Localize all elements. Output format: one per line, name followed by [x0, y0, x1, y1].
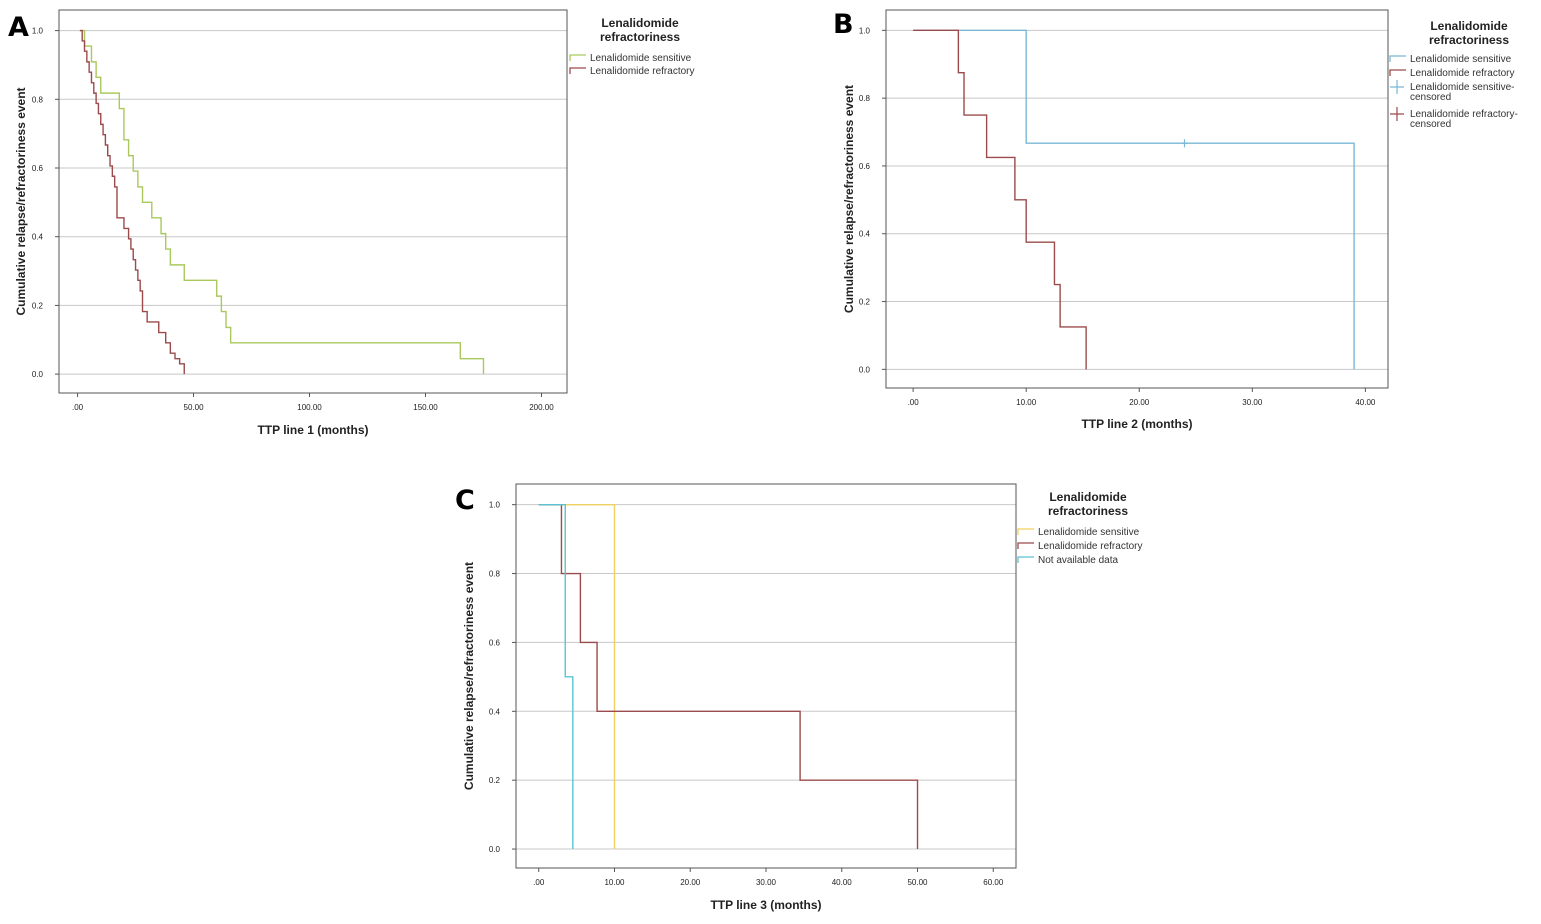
series-line — [913, 29, 1087, 370]
legend-entry-label: Lenalidomide refractory — [1038, 541, 1143, 552]
y-axis-label: Cumulative relapse/refractoriness event — [14, 87, 28, 315]
x-tick-label: 50.00 — [184, 403, 205, 412]
y-tick-label: 0.0 — [32, 370, 44, 379]
legend-entry-label: Lenalidomide refractory — [1410, 68, 1515, 79]
x-axis-label: TTP line 2 (months) — [1081, 417, 1192, 431]
legend-swatch — [1017, 556, 1034, 563]
legend-entry-label: censored — [1410, 119, 1451, 130]
x-tick-label: 150.00 — [413, 403, 438, 412]
legend-entry-label: Lenalidomide refractory- — [1410, 109, 1518, 120]
panel-letter: C — [455, 485, 475, 516]
legend-entry-label: Lenalidomide sensitive — [1038, 527, 1140, 538]
y-tick-label: 0.0 — [489, 845, 501, 854]
series-line — [79, 29, 485, 375]
x-tick-label: 60.00 — [983, 878, 1004, 887]
x-tick-label: 200.00 — [529, 403, 554, 412]
y-tick-label: 1.0 — [489, 501, 501, 510]
y-tick-label: 0.8 — [489, 570, 501, 579]
legend-swatch — [1017, 542, 1034, 549]
y-tick-label: 0.8 — [32, 95, 44, 104]
censor-mark — [1181, 139, 1188, 148]
x-tick-label: 40.00 — [832, 878, 853, 887]
legend-swatch — [569, 54, 586, 61]
legend-entry-label: Lenalidomide sensitive — [590, 53, 692, 64]
y-tick-label: 0.8 — [859, 94, 871, 103]
y-tick-label: 0.2 — [489, 776, 501, 785]
x-tick-label: 100.00 — [297, 403, 322, 412]
plot-frame — [515, 483, 1017, 869]
x-tick-label: .00 — [533, 878, 545, 887]
legend-title: Lenalidomide — [601, 16, 679, 30]
legend-title: Lenalidomide — [1430, 19, 1508, 33]
y-tick-label: 1.0 — [859, 26, 871, 35]
x-axis-label: TTP line 3 (months) — [710, 898, 821, 912]
legend-title: refractoriness — [1429, 33, 1509, 47]
x-tick-label: .00 — [908, 398, 920, 407]
y-tick-label: 0.6 — [489, 638, 501, 647]
legend-swatch — [1390, 107, 1404, 121]
x-tick-label: 30.00 — [756, 878, 777, 887]
y-axis-label: Cumulative relapse/refractoriness event — [842, 85, 856, 313]
x-tick-label: 20.00 — [680, 878, 701, 887]
plot-frame — [885, 9, 1389, 389]
y-tick-label: 0.6 — [859, 162, 871, 171]
series-line — [79, 29, 185, 375]
y-tick-label: 0.4 — [32, 233, 44, 242]
y-tick-label: 0.4 — [489, 707, 501, 716]
legend-swatch — [1389, 55, 1406, 62]
x-tick-label: 40.00 — [1355, 398, 1376, 407]
panel-letter: B — [833, 9, 854, 40]
series-line — [913, 29, 1355, 370]
panel-letter: A — [8, 12, 29, 43]
legend-title: refractoriness — [1048, 504, 1128, 518]
legend-entry-label: Lenalidomide refractory — [590, 66, 695, 77]
legend-entry-label: Not available data — [1038, 555, 1118, 566]
legend-entry-label: censored — [1410, 92, 1451, 103]
legend-entry-label: Lenalidomide sensitive — [1410, 54, 1512, 65]
y-axis-label: Cumulative relapse/refractoriness event — [462, 562, 476, 790]
series-line — [538, 503, 574, 850]
x-tick-label: 50.00 — [907, 878, 928, 887]
y-tick-label: 0.4 — [859, 230, 871, 239]
legend-swatch — [1390, 80, 1404, 94]
legend-entry-label: Lenalidomide sensitive- — [1410, 82, 1515, 93]
x-tick-label: .00 — [72, 403, 84, 412]
chart-panel-c: C 0.0 0.2 0.4 0.6 0.8 1.0 .00 10.00 20.00 30.00 40.… — [455, 483, 1143, 912]
y-tick-label: 0.2 — [32, 301, 44, 310]
y-tick-label: 1.0 — [32, 27, 44, 36]
y-tick-label: 0.0 — [859, 365, 871, 374]
x-tick-label: 10.00 — [1016, 398, 1037, 407]
chart-panel-b: B 0.0 0.2 0.4 0.6 0.8 1.0 .00 10.00 20.00 30.00 40.… — [833, 9, 1518, 431]
legend-swatch — [1389, 69, 1406, 76]
series-line — [538, 503, 919, 850]
y-tick-label: 0.2 — [859, 298, 871, 307]
chart-panel-a: A 0.0 0.2 0.4 0.6 0.8 1.0 .00 50.00 100.00 150.00 2… — [8, 9, 695, 437]
x-tick-label: 30.00 — [1242, 398, 1263, 407]
x-tick-label: 10.00 — [604, 878, 625, 887]
x-tick-label: 20.00 — [1129, 398, 1150, 407]
legend-swatch — [569, 67, 586, 74]
legend-title: refractoriness — [600, 30, 680, 44]
legend-swatch — [1017, 528, 1034, 535]
y-tick-label: 0.6 — [32, 164, 44, 173]
x-axis-label: TTP line 1 (months) — [257, 423, 368, 437]
series-line — [538, 503, 616, 850]
legend-title: Lenalidomide — [1049, 490, 1127, 504]
plot-frame — [58, 9, 568, 394]
